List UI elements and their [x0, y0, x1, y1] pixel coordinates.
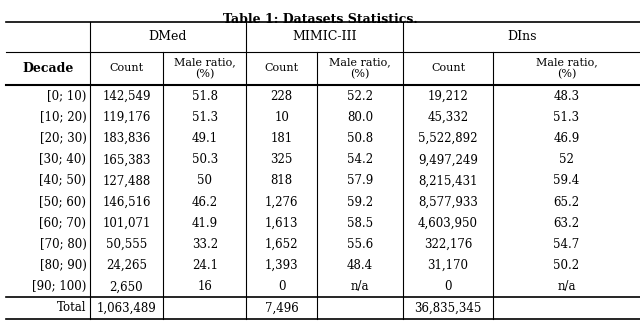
- Text: 8,577,933: 8,577,933: [418, 196, 478, 209]
- Text: 0: 0: [278, 280, 285, 293]
- Text: n/a: n/a: [557, 280, 575, 293]
- Text: 50.2: 50.2: [554, 259, 579, 272]
- Text: 52.2: 52.2: [347, 90, 373, 103]
- Text: [10; 20): [10; 20): [40, 111, 86, 124]
- Text: 10: 10: [274, 111, 289, 124]
- Text: Table 1: Datasets Statistics.: Table 1: Datasets Statistics.: [223, 13, 417, 27]
- Text: 1,276: 1,276: [265, 196, 298, 209]
- Text: [30; 40): [30; 40): [40, 153, 86, 166]
- Text: 48.3: 48.3: [554, 90, 579, 103]
- Text: 65.2: 65.2: [554, 196, 579, 209]
- Text: 49.1: 49.1: [192, 132, 218, 145]
- Text: 325: 325: [271, 153, 292, 166]
- Text: 50.8: 50.8: [347, 132, 373, 145]
- Text: 54.2: 54.2: [347, 153, 373, 166]
- Text: [90; 100): [90; 100): [32, 280, 86, 293]
- Text: Male ratio,
(%): Male ratio, (%): [174, 57, 236, 79]
- Text: 50: 50: [197, 174, 212, 187]
- Text: 2,650: 2,650: [109, 280, 143, 293]
- Text: 45,332: 45,332: [428, 111, 468, 124]
- Text: 59.2: 59.2: [347, 196, 373, 209]
- Text: 48.4: 48.4: [347, 259, 373, 272]
- Text: 322,176: 322,176: [424, 238, 472, 251]
- Text: Total: Total: [57, 301, 86, 314]
- Text: 41.9: 41.9: [192, 217, 218, 230]
- Text: 119,176: 119,176: [102, 111, 150, 124]
- Text: 46.2: 46.2: [192, 196, 218, 209]
- Text: 101,071: 101,071: [102, 217, 150, 230]
- Text: 818: 818: [271, 174, 292, 187]
- Text: MIMIC-III: MIMIC-III: [292, 31, 357, 43]
- Text: 57.9: 57.9: [347, 174, 373, 187]
- Text: 33.2: 33.2: [192, 238, 218, 251]
- Text: 1,652: 1,652: [265, 238, 298, 251]
- Text: 50,555: 50,555: [106, 238, 147, 251]
- Text: 19,212: 19,212: [428, 90, 468, 103]
- Text: [50; 60): [50; 60): [40, 196, 86, 209]
- Text: n/a: n/a: [351, 280, 369, 293]
- Text: 51.8: 51.8: [192, 90, 218, 103]
- Text: [70; 80): [70; 80): [40, 238, 86, 251]
- Text: 142,549: 142,549: [102, 90, 150, 103]
- Text: 51.3: 51.3: [554, 111, 579, 124]
- Text: 59.4: 59.4: [553, 174, 580, 187]
- Text: Count: Count: [431, 64, 465, 73]
- Text: 146,516: 146,516: [102, 196, 150, 209]
- Text: 55.6: 55.6: [347, 238, 373, 251]
- Text: 1,393: 1,393: [265, 259, 298, 272]
- Text: 24.1: 24.1: [192, 259, 218, 272]
- Text: 63.2: 63.2: [554, 217, 579, 230]
- Text: [60; 70): [60; 70): [40, 217, 86, 230]
- Text: 8,215,431: 8,215,431: [419, 174, 477, 187]
- Text: [20; 30): [20; 30): [40, 132, 86, 145]
- Text: DMed: DMed: [148, 31, 188, 43]
- Text: 16: 16: [197, 280, 212, 293]
- Text: 80.0: 80.0: [347, 111, 373, 124]
- Text: 183,836: 183,836: [102, 132, 150, 145]
- Text: 58.5: 58.5: [347, 217, 373, 230]
- Text: 7,496: 7,496: [265, 301, 298, 314]
- Text: 36,835,345: 36,835,345: [414, 301, 482, 314]
- Text: Male ratio,
(%): Male ratio, (%): [536, 57, 597, 79]
- Text: 54.7: 54.7: [553, 238, 580, 251]
- Text: Count: Count: [109, 64, 143, 73]
- Text: Decade: Decade: [22, 62, 74, 75]
- Text: 46.9: 46.9: [553, 132, 580, 145]
- Text: 52: 52: [559, 153, 574, 166]
- Text: 1,063,489: 1,063,489: [97, 301, 156, 314]
- Text: 181: 181: [271, 132, 292, 145]
- Text: [0; 10): [0; 10): [47, 90, 86, 103]
- Text: 228: 228: [271, 90, 292, 103]
- Text: Male ratio,
(%): Male ratio, (%): [329, 57, 391, 79]
- Text: 9,497,249: 9,497,249: [418, 153, 478, 166]
- Text: DIns: DIns: [507, 31, 536, 43]
- Text: [40; 50): [40; 50): [40, 174, 86, 187]
- Text: 127,488: 127,488: [102, 174, 150, 187]
- Text: 1,613: 1,613: [265, 217, 298, 230]
- Text: 51.3: 51.3: [192, 111, 218, 124]
- Text: Count: Count: [264, 64, 299, 73]
- Text: 50.3: 50.3: [191, 153, 218, 166]
- Text: 0: 0: [444, 280, 452, 293]
- Text: 5,522,892: 5,522,892: [419, 132, 477, 145]
- Text: 31,170: 31,170: [428, 259, 468, 272]
- Text: 165,383: 165,383: [102, 153, 150, 166]
- Text: 4,603,950: 4,603,950: [418, 217, 478, 230]
- Text: 24,265: 24,265: [106, 259, 147, 272]
- Text: [80; 90): [80; 90): [40, 259, 86, 272]
